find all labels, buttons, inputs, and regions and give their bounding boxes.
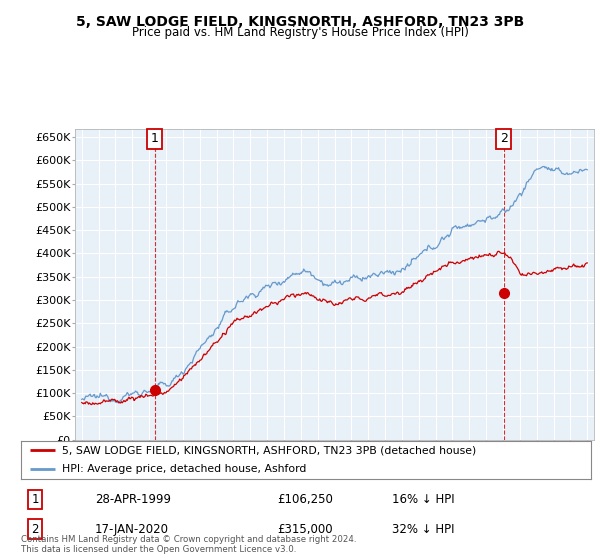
Text: 32% ↓ HPI: 32% ↓ HPI [392, 522, 454, 536]
Text: 1: 1 [32, 493, 39, 506]
Text: 28-APR-1999: 28-APR-1999 [95, 493, 171, 506]
Text: HPI: Average price, detached house, Ashford: HPI: Average price, detached house, Ashf… [62, 464, 307, 474]
Text: 1: 1 [151, 132, 158, 145]
Text: 5, SAW LODGE FIELD, KINGSNORTH, ASHFORD, TN23 3PB: 5, SAW LODGE FIELD, KINGSNORTH, ASHFORD,… [76, 15, 524, 29]
Text: Contains HM Land Registry data © Crown copyright and database right 2024.
This d: Contains HM Land Registry data © Crown c… [21, 535, 356, 554]
Text: 5, SAW LODGE FIELD, KINGSNORTH, ASHFORD, TN23 3PB (detached house): 5, SAW LODGE FIELD, KINGSNORTH, ASHFORD,… [62, 445, 476, 455]
Text: £315,000: £315,000 [277, 522, 333, 536]
Text: £106,250: £106,250 [277, 493, 334, 506]
Text: 2: 2 [500, 132, 508, 145]
Text: 16% ↓ HPI: 16% ↓ HPI [392, 493, 454, 506]
Text: Price paid vs. HM Land Registry's House Price Index (HPI): Price paid vs. HM Land Registry's House … [131, 26, 469, 39]
Text: 17-JAN-2020: 17-JAN-2020 [95, 522, 169, 536]
Text: 2: 2 [32, 522, 39, 536]
